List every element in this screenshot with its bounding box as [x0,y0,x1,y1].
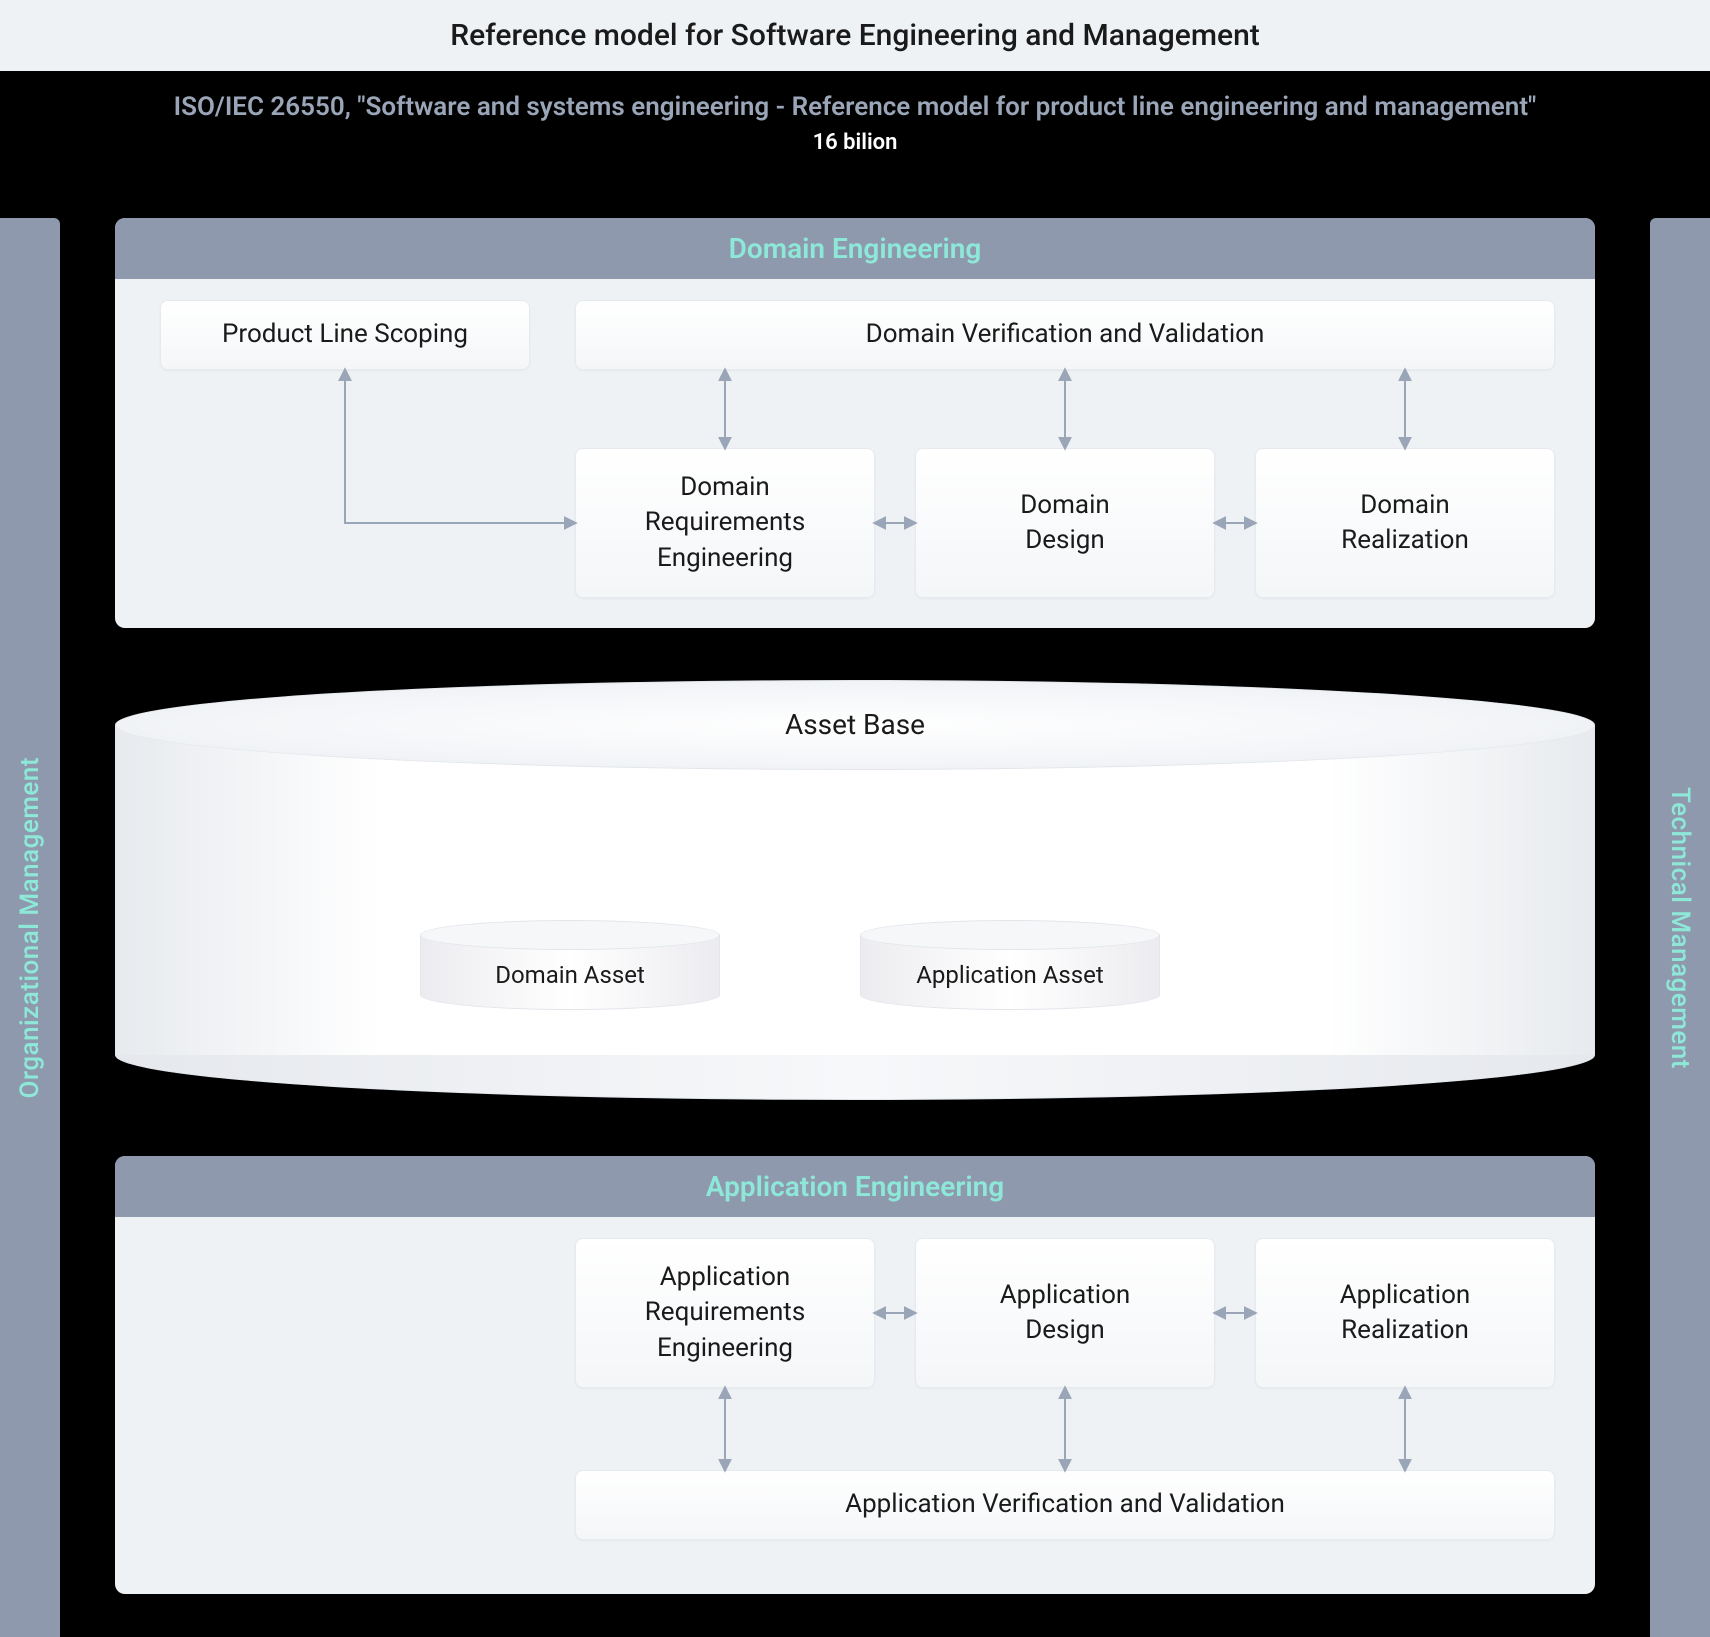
box-app-realization: Application Realization [1255,1238,1555,1388]
sidebar-right: Technical Management [1650,218,1710,1637]
app-panel-header: Application Engineering [115,1156,1595,1217]
box-domain-design: Domain Design [915,448,1215,598]
box-domain-requirements: Domain Requirements Engineering [575,448,875,598]
domain-panel-header: Domain Engineering [115,218,1595,279]
asset-base-title: Asset Base [115,708,1595,741]
application-asset-cylinder: Application Asset [860,920,1160,1010]
box-app-requirements: Application Requirements Engineering [575,1238,875,1388]
box-domain-verification: Domain Verification and Validation [575,300,1555,370]
page-title: Reference model for Software Engineering… [0,0,1710,71]
page-subtitle: ISO/IEC 26550, "Software and systems eng… [0,71,1710,133]
box-domain-realization: Domain Realization [1255,448,1555,598]
box-app-design: Application Design [915,1238,1215,1388]
sidebar-right-label: Technical Management [1665,787,1695,1069]
asset-base-cylinder: Asset Base Domain Asset Application Asse… [115,680,1595,1100]
watermark-text: 16 bilion [813,130,898,155]
domain-asset-cylinder: Domain Asset [420,920,720,1010]
box-app-verification: Application Verification and Validation [575,1470,1555,1540]
sidebar-left-label: Organizational Management [15,757,45,1099]
box-product-line-scoping: Product Line Scoping [160,300,530,370]
sidebar-left: Organizational Management [0,218,60,1637]
